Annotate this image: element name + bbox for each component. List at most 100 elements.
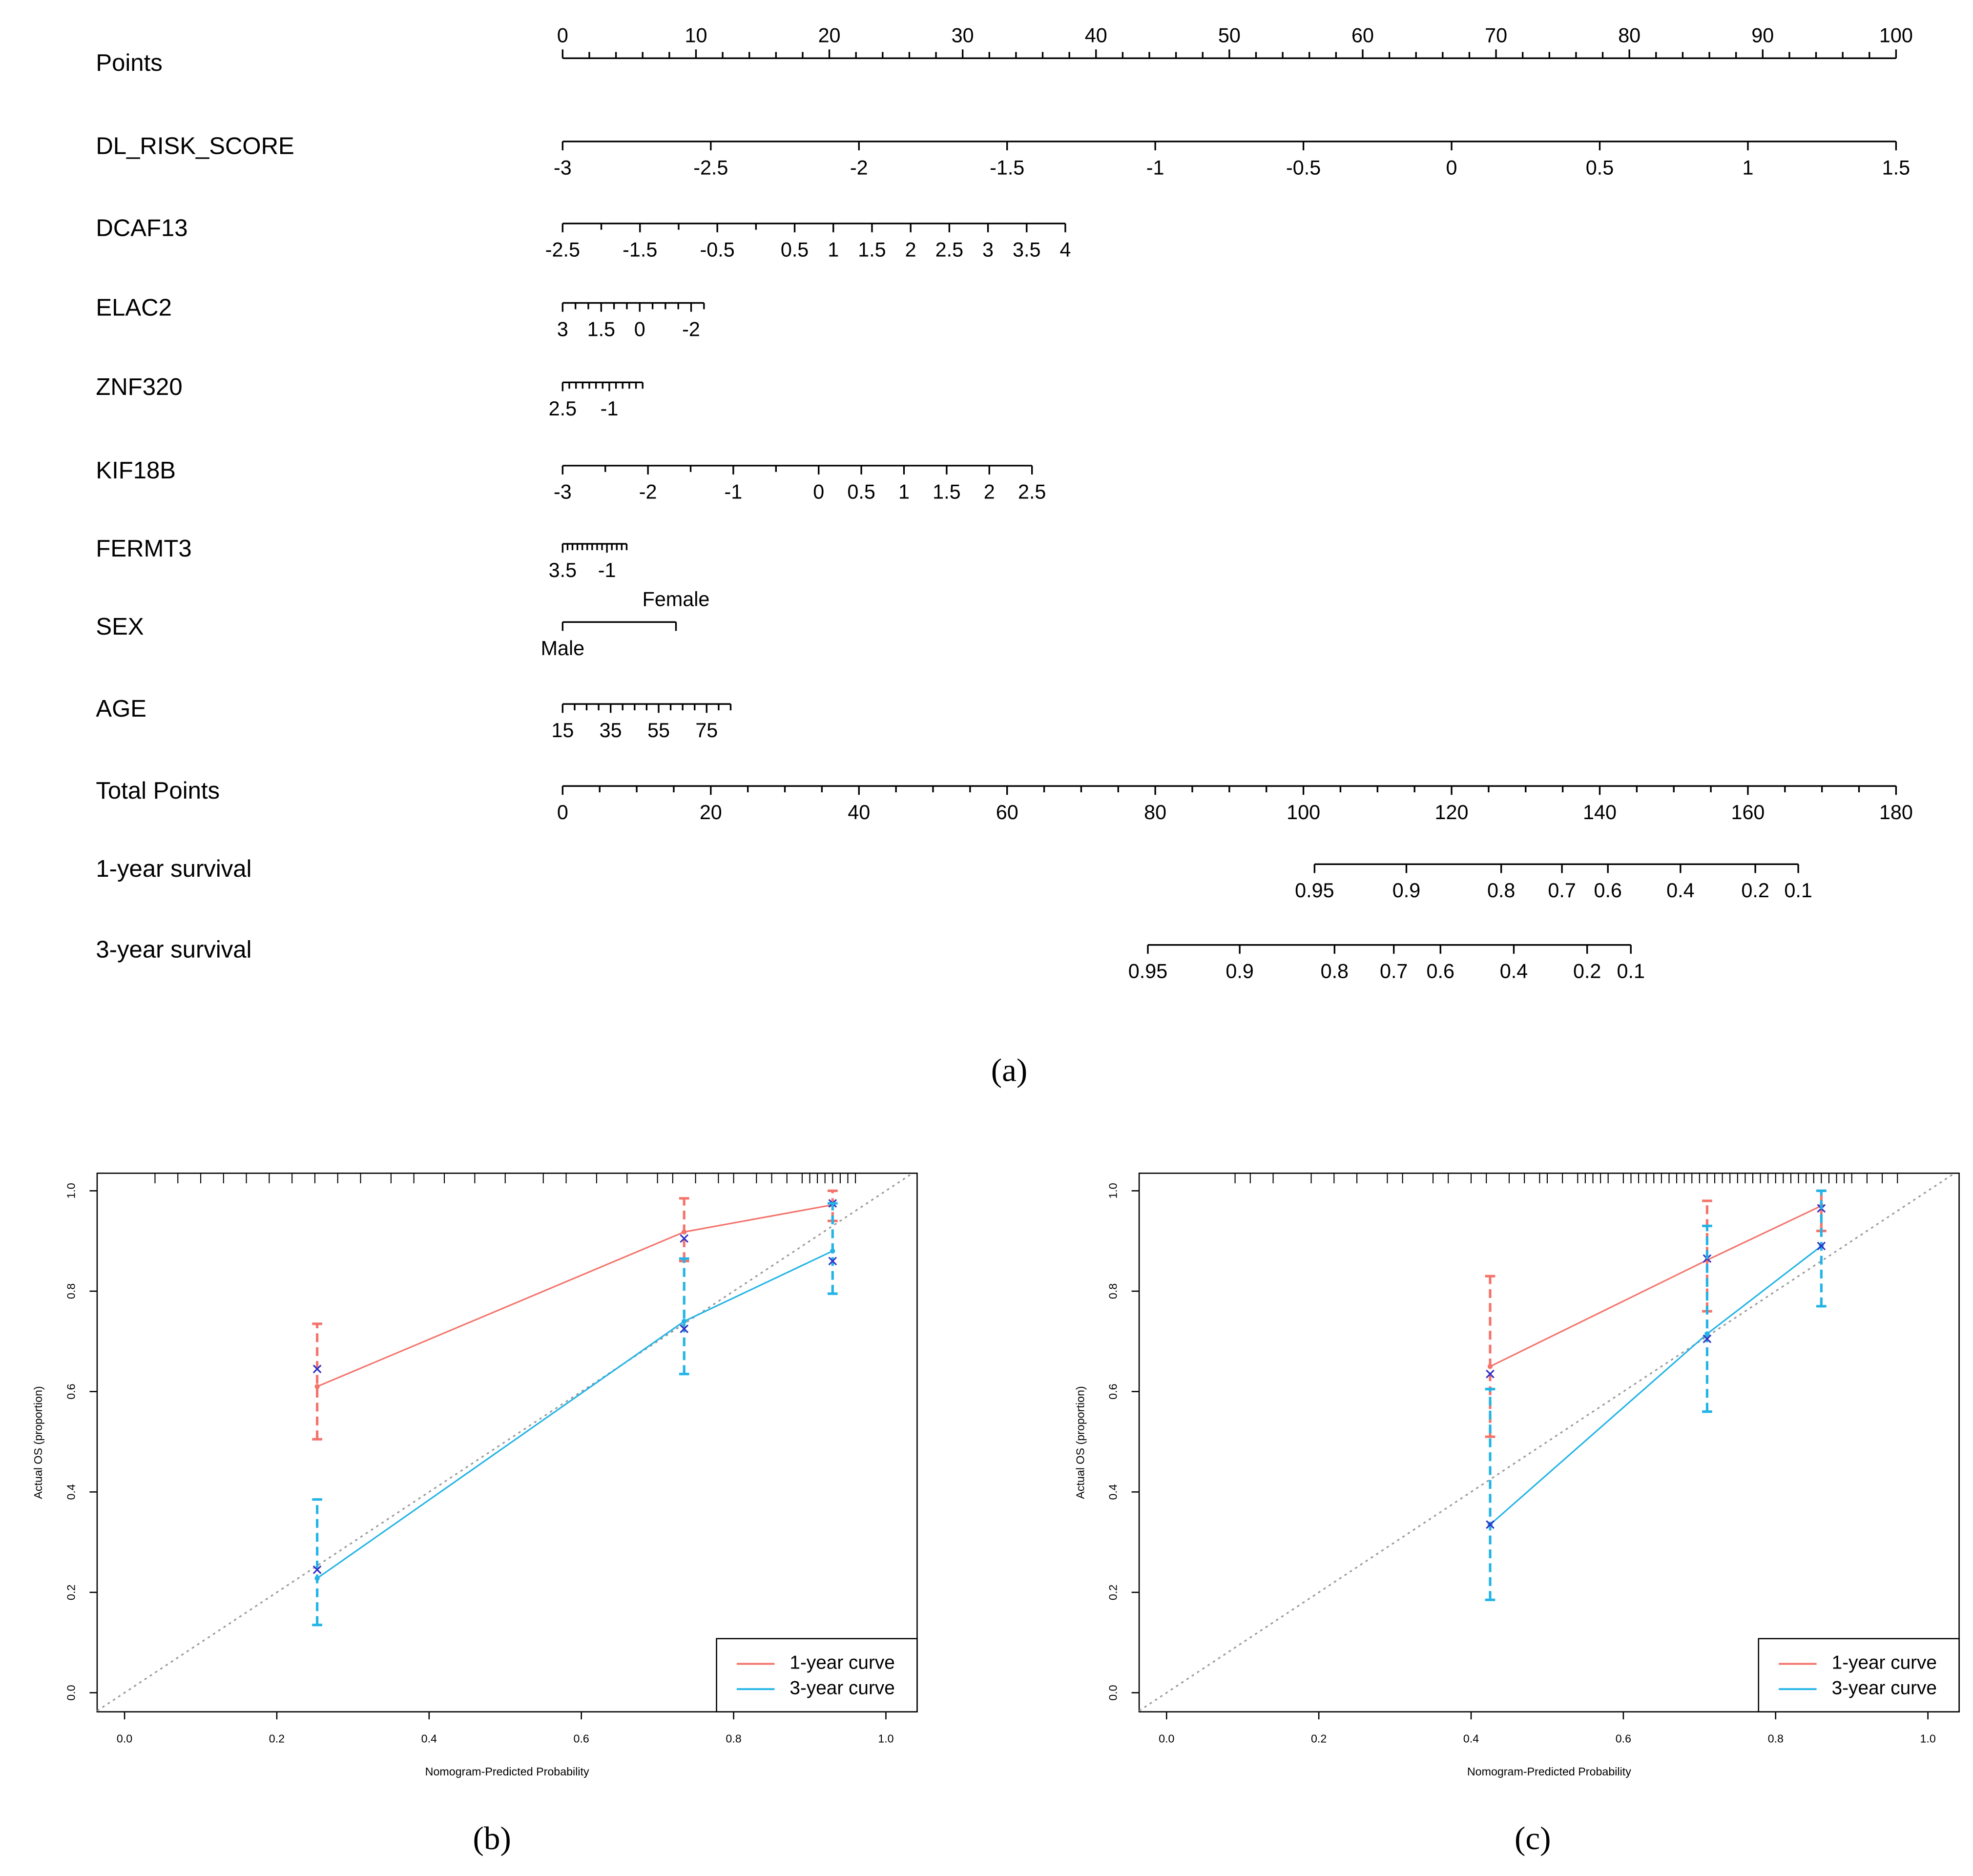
tick-label: Female <box>643 588 710 610</box>
y-tick-label: 0.8 <box>1107 1283 1120 1299</box>
x-tick-label: 0.2 <box>1311 1732 1327 1745</box>
legend-label: 3-year curve <box>789 1677 894 1698</box>
y-tick-label: 0.0 <box>1107 1685 1120 1700</box>
tick-label: 60 <box>996 801 1018 824</box>
tick-label: 1.5 <box>858 239 886 261</box>
corrected-mark <box>1703 1334 1712 1343</box>
tick-label: 120 <box>1435 801 1469 824</box>
tick-label: Male <box>541 637 585 660</box>
tick-label: -2 <box>639 481 657 503</box>
x-axis-label: Nomogram-Predicted Probability <box>1467 1765 1631 1778</box>
y-axis-label: Actual OS (proportion) <box>32 1386 44 1499</box>
tick-label: 100 <box>1879 24 1913 46</box>
y-tick-label: 1.0 <box>64 1183 77 1198</box>
tick-label: 20 <box>818 24 841 46</box>
corrected-mark <box>312 1565 322 1574</box>
tick-label: -2 <box>850 157 868 179</box>
tick-label: 0.1 <box>1617 960 1644 982</box>
caption: (c) <box>1515 1820 1551 1856</box>
legend-label: 1-year curve <box>789 1652 894 1673</box>
tick-label: 0 <box>634 318 645 340</box>
corrected-mark <box>1817 1241 1826 1251</box>
tick-label: -1 <box>598 559 616 581</box>
tick-label: 0.2 <box>1741 879 1769 902</box>
tick-label: 30 <box>952 24 974 46</box>
x-tick-label: 0.0 <box>117 1732 132 1745</box>
point <box>314 1575 320 1581</box>
corrected-mark <box>1486 1369 1495 1379</box>
caption: (b) <box>473 1820 511 1856</box>
tick-label: 0.2 <box>1573 960 1601 982</box>
x-tick-label: 0.6 <box>574 1732 589 1745</box>
y-tick-label: 0.4 <box>1107 1484 1120 1500</box>
x-tick-label: 0.8 <box>1768 1732 1784 1745</box>
tick-label: 75 <box>695 719 718 742</box>
tick-label: 90 <box>1751 24 1774 46</box>
point <box>830 1248 835 1254</box>
calibration-plot: 0.0 0.2 0.4 0.6 0.8 1.0 0.0 0.2 0.4 0.6 0.8 1.0 Nomo… <box>32 1173 918 1856</box>
tick-label: 140 <box>1583 801 1617 824</box>
tick-label: -1 <box>1146 157 1164 179</box>
tick-label: 3.5 <box>1013 239 1040 261</box>
x-tick-label: 1.0 <box>1920 1732 1935 1745</box>
tick-label: 0.6 <box>1427 960 1454 982</box>
y-tick-label: 0.8 <box>64 1283 77 1299</box>
corrected-mark <box>1486 1520 1495 1529</box>
x-tick-label: 0.2 <box>269 1732 285 1745</box>
point <box>682 1229 687 1235</box>
tick-label: 15 <box>551 719 574 742</box>
tick-label: -1 <box>725 481 743 503</box>
plot-box <box>1138 1173 1960 1712</box>
tick-label: 0.7 <box>1380 960 1408 982</box>
corrected-mark <box>312 1364 322 1374</box>
corrected-mark <box>680 1234 689 1243</box>
row-label: Total Points <box>96 778 220 804</box>
legend-label: 3-year curve <box>1832 1677 1937 1698</box>
tick-label: 2 <box>984 481 995 503</box>
tick-label: 35 <box>600 719 622 742</box>
point <box>314 1384 320 1389</box>
tick-label: 0.95 <box>1128 960 1167 982</box>
tick-label: -2.5 <box>545 239 580 261</box>
row-label: DL_RISK_SCORE <box>96 133 294 160</box>
tick-label: 0.5 <box>1586 157 1614 179</box>
y-tick-label: 0.0 <box>64 1685 77 1700</box>
x-tick-label: 0.4 <box>421 1732 437 1745</box>
row-label: AGE <box>96 696 146 722</box>
tick-label: 0 <box>813 481 824 503</box>
point <box>1487 1364 1493 1369</box>
tick-label: 40 <box>848 801 870 824</box>
tick-label: 0.95 <box>1295 879 1334 902</box>
tick-label: -1.5 <box>623 239 657 261</box>
x-tick-label: 0.4 <box>1463 1732 1479 1745</box>
tick-label: 0.5 <box>847 481 875 503</box>
tick-label: -3 <box>554 157 572 179</box>
tick-label: 70 <box>1485 24 1507 46</box>
tick-label: 4 <box>1059 239 1071 261</box>
tick-label: 0.5 <box>781 239 809 261</box>
tick-label: -1.5 <box>990 157 1024 179</box>
tick-label: 1 <box>828 239 839 261</box>
tick-label: 0 <box>557 801 568 824</box>
x-tick-label: 1.0 <box>878 1732 893 1745</box>
tick-label: 80 <box>1618 24 1641 46</box>
tick-label: -3 <box>554 481 572 503</box>
tick-label: -0.5 <box>700 239 735 261</box>
tick-label: -2 <box>682 318 700 340</box>
row-label: SEX <box>96 614 144 640</box>
legend-label: 1-year curve <box>1832 1652 1937 1673</box>
tick-label: 50 <box>1218 24 1241 46</box>
y-tick-label: 0.2 <box>1107 1585 1120 1600</box>
x-tick-label: 0.0 <box>1159 1732 1174 1745</box>
x-axis-label: Nomogram-Predicted Probability <box>425 1765 589 1778</box>
x-tick-label: 0.6 <box>1616 1732 1631 1745</box>
tick-label: 2.5 <box>549 397 577 420</box>
tick-label: -0.5 <box>1286 157 1321 179</box>
tick-label: 0.7 <box>1548 879 1576 902</box>
tick-label: 2.5 <box>935 239 963 261</box>
tick-label: 0 <box>1446 157 1457 179</box>
row-label: KIF18B <box>96 457 176 484</box>
y-tick-label: 0.6 <box>64 1383 77 1399</box>
tick-label: 0.4 <box>1666 879 1694 902</box>
tick-label: 2 <box>905 239 916 261</box>
